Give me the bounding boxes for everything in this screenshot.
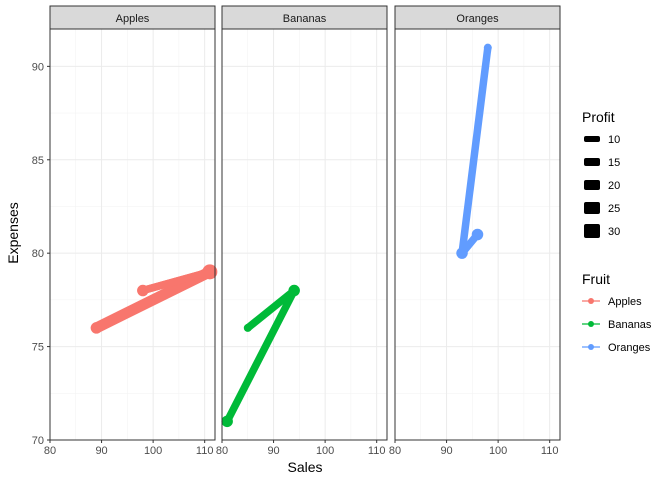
x-tick-label: 80 — [216, 445, 228, 457]
facet-panel-bananas: Bananas 80 90 100 110 — [216, 5, 388, 457]
legend-size-label: 10 — [608, 134, 620, 146]
x-tick-label: 100 — [144, 445, 162, 457]
panel-border — [394, 28, 561, 441]
facet-panel-apples: Apples 80 90 100 110 70 75 80 85 90 — [32, 5, 218, 457]
x-tick-label: 110 — [196, 445, 214, 457]
legend-color-label: Bananas — [608, 319, 652, 331]
x-tick-label: 110 — [541, 445, 559, 457]
y-axis-title: Expenses — [5, 202, 21, 263]
data-point — [221, 415, 233, 428]
data-point — [243, 323, 252, 332]
x-tick-label: 110 — [368, 445, 386, 457]
series-line-segment — [93, 266, 213, 333]
y-tick-label: 90 — [32, 61, 44, 73]
panel-border — [49, 28, 216, 441]
data-point — [471, 228, 484, 241]
legend-size-label: 15 — [608, 157, 620, 169]
legend-size-key — [584, 136, 600, 142]
legend-size-key — [584, 180, 600, 190]
series-line-segment — [458, 47, 492, 254]
panel-border — [221, 28, 388, 441]
data-point — [288, 284, 300, 297]
x-axis-title: Sales — [287, 459, 322, 475]
facet-panels: Apples 80 90 100 110 70 75 80 85 90 Bananas 80 90 100… — [32, 5, 561, 457]
facet-strip-label: Oranges — [456, 13, 499, 25]
legend-size-label: 25 — [608, 203, 620, 215]
x-tick-label: 90 — [95, 445, 107, 457]
facet-panel-oranges: Oranges 80 90 100 110 — [389, 5, 561, 457]
legend-color-label: Oranges — [608, 342, 651, 354]
y-tick-label: 80 — [32, 248, 44, 260]
legend-size-label: 20 — [608, 180, 620, 192]
x-tick-label: 80 — [44, 445, 56, 457]
legend-color-point — [588, 321, 594, 327]
x-tick-label: 90 — [267, 445, 279, 457]
data-point — [137, 284, 149, 297]
x-tick-label: 80 — [389, 445, 401, 457]
series-line-segment — [223, 288, 298, 424]
facet-strip-label: Bananas — [283, 13, 327, 25]
legend-size-key — [584, 202, 600, 214]
x-tick-label: 90 — [440, 445, 452, 457]
legend-color-point — [588, 298, 594, 304]
legend-color-point — [588, 344, 594, 350]
legend-title-profit: Profit — [582, 109, 615, 125]
legend-title-fruit: Fruit — [582, 271, 610, 287]
y-tick-label: 75 — [32, 342, 44, 354]
y-tick-label: 70 — [32, 435, 44, 447]
y-tick-label: 85 — [32, 155, 44, 167]
data-point — [483, 43, 492, 52]
legend-size-key — [584, 224, 600, 238]
series-line-segment — [245, 287, 297, 331]
legend-color-label: Apples — [608, 296, 642, 308]
x-tick-label: 100 — [316, 445, 334, 457]
panel-background — [50, 29, 215, 440]
legend-size-key — [584, 158, 600, 166]
data-point — [90, 322, 103, 334]
legend: Profit 10 15 20 25 30 Fruit Apples Bananas Orange… — [582, 109, 652, 354]
data-point — [456, 247, 468, 259]
facet-strip-label: Apples — [116, 13, 150, 25]
series-line-segment — [141, 268, 211, 295]
legend-size-label: 30 — [608, 226, 620, 238]
data-point — [204, 266, 216, 278]
x-tick-label: 100 — [489, 445, 507, 457]
